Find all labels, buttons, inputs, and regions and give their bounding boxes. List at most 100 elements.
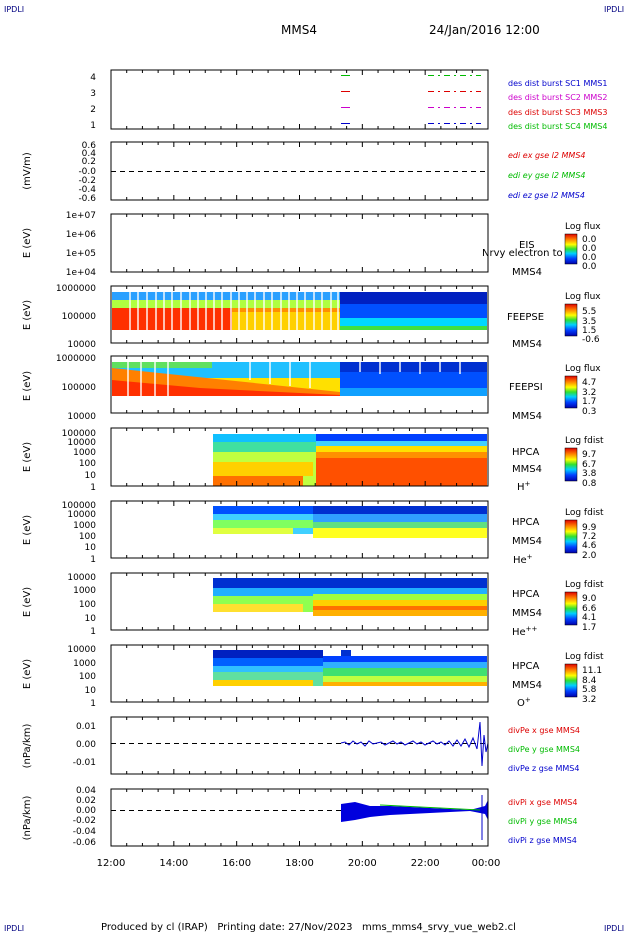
- edi-ytick: -0.6: [78, 194, 96, 204]
- colorbar-hpca-hepp-tick: 9.0: [582, 594, 597, 604]
- hpca-he-instrument-label: HPCA: [512, 517, 540, 528]
- feepse-spectrogram: [112, 292, 487, 330]
- feepsi-ylabel: E (eV): [22, 371, 33, 401]
- colorbar-feepsi-tick: 0.3: [582, 407, 596, 417]
- edi-legend-ez: edi ez gse l2 MMS4: [508, 191, 585, 200]
- divpi-legend-y: divPi y gse MMS4: [508, 817, 577, 826]
- divpi-ytick: -0.06: [73, 838, 97, 848]
- panel-eis: E (eV) 1e+07 1e+06 1e+05 1e+04 EIS MMS4 …: [22, 211, 563, 278]
- feepsi-ytick: 100000: [62, 383, 97, 393]
- divpe-trace: [340, 721, 489, 767]
- eis-ytick: 1e+04: [66, 268, 97, 278]
- colorbar-hpca-he-tick: 2.0: [582, 551, 597, 561]
- colorbar-eis-scale: [564, 233, 578, 265]
- burst-legend-mms3: des dist burst SC3 MMS3: [508, 108, 607, 117]
- colorbar-feepsi-tick: 3.2: [582, 388, 596, 398]
- edi-ytick: 0.4: [82, 149, 97, 159]
- edi-ytick: -0.2: [78, 176, 96, 186]
- hpca-hepp-ytick: 100: [79, 600, 96, 610]
- panel-hpca-he: E (eV) 100000 10000 1000 100 10 1 HPCA M…: [22, 500, 542, 566]
- divpe-axes-frame: [110, 716, 489, 775]
- corner-label-bottom-right: IPDLI: [604, 924, 624, 933]
- x-tick-label: 14:00: [159, 858, 188, 869]
- corner-label-bottom-left: IPDLI: [4, 924, 24, 933]
- edi-ytick: -0.4: [78, 185, 96, 195]
- feepsi-ytick: 1000000: [56, 354, 96, 364]
- feepse-ytick: 100000: [62, 312, 97, 322]
- edi-legend-ey: edi ey gse l2 MMS4: [508, 171, 586, 180]
- colorbar-eis-tick: 0.0: [582, 235, 597, 245]
- eis-instrument-label: EIS: [519, 240, 535, 251]
- divpi-legend-z: divPi z gse MMS4: [508, 836, 577, 845]
- corner-label-top-left: IPDLI: [4, 5, 24, 14]
- colorbar-hpca-h-title: Log fdist: [565, 436, 604, 446]
- panel-feepse: E (eV) 1000000 100000 10000 FEEPSE MMS4: [22, 284, 544, 350]
- feepse-ytick: 1000000: [56, 284, 96, 294]
- hpca-h-species-label: H+: [517, 480, 531, 493]
- colorbar-hpca-hepp-tick: 6.6: [582, 604, 597, 614]
- panel-divpi: (nPa/km) 0.04 0.02 0.00 -0.02 -0.04 -0.0…: [22, 786, 577, 848]
- colorbar-feepse-tick: 1.5: [582, 326, 596, 336]
- hpca-h-spectrogram: [213, 434, 487, 486]
- colorbar-feepse-tick: 3.5: [582, 317, 596, 327]
- hpca-o-ytick: 1: [90, 699, 96, 709]
- colorbar-hpca-o: Log fdist 11.1 8.4 5.8 3.2: [564, 652, 604, 705]
- colorbar-hpca-he-tick: 4.6: [582, 541, 597, 551]
- divpi-legend-x: divPi x gse MMS4: [508, 798, 577, 807]
- eis-spacecraft-label: MMS4: [512, 267, 542, 278]
- hpca-h-ylabel: E (eV): [22, 442, 33, 472]
- x-tick-label: 12:00: [97, 858, 126, 869]
- burst-legend-mms1: des dist burst SC1 MMS1: [508, 79, 607, 88]
- eis-ytick: 1e+07: [66, 211, 96, 221]
- divpi-ytick: -0.02: [73, 816, 96, 826]
- colorbar-hpca-h-tick: 6.7: [582, 460, 596, 470]
- panel-burst: 4 3 2 1 des dist burst SC1 MMS1 des dist…: [90, 69, 607, 131]
- eis-ytick: 1e+05: [66, 249, 96, 259]
- divpe-ytick: -0.01: [73, 758, 96, 768]
- x-tick-label: 18:00: [285, 858, 314, 869]
- hpca-o-ytick: 10000: [67, 645, 96, 655]
- panel-edi: (mV/m) 0.6 0.4 0.2 -0.0 -0.2 -0.4 -0.6 e…: [22, 141, 586, 204]
- hpca-hepp-ytick: 1000: [73, 586, 96, 596]
- eis-ytick: 1e+06: [66, 230, 97, 240]
- colorbar-hpca-h-tick: 9.7: [582, 450, 596, 460]
- hpca-h-instrument-label: HPCA: [512, 447, 540, 458]
- burst-data-area: [341, 75, 481, 124]
- hpca-he-ytick: 100: [79, 532, 96, 542]
- colorbar-hpca-hepp-tick: 1.7: [582, 623, 596, 633]
- hpca-hepp-species-label: He++: [512, 625, 538, 638]
- panel-hpca-hepp: E (eV) 10000 1000 100 10 1 HPCA MMS4 He+…: [22, 572, 542, 638]
- hpca-o-instrument-label: HPCA: [512, 661, 540, 672]
- feepsi-spectrogram: [112, 362, 487, 396]
- divpe-legend-z: divPe z gse MMS4: [508, 764, 579, 773]
- burst-ytick: 4: [90, 73, 96, 83]
- x-tick-label: 16:00: [222, 858, 251, 869]
- colorbar-hpca-o-tick: 3.2: [582, 695, 596, 705]
- x-tick-label: 20:00: [348, 858, 377, 869]
- divpi-envelope: [341, 800, 488, 822]
- colorbar-feepse-scale: [564, 303, 578, 337]
- hpca-he-spacecraft-label: MMS4: [512, 536, 542, 547]
- edi-ylabel: (mV/m): [22, 152, 33, 190]
- divpi-ytick: -0.04: [73, 827, 97, 837]
- header-datetime: 24/Jan/2016 12:00: [429, 23, 540, 37]
- divpe-ytick: 0.01: [76, 722, 96, 732]
- x-axis: 12:00 14:00 16:00 18:00 20:00 22:00 00:0…: [97, 858, 501, 869]
- colorbar-hpca-o-tick: 11.1: [582, 666, 602, 676]
- colorbar-feepse: Log flux 5.5 3.5 1.5 -0.6: [564, 292, 601, 345]
- divpi-ytick: 0.02: [76, 796, 96, 806]
- hpca-h-ytick: 100: [79, 459, 96, 469]
- divpe-legend-y: divPe y gse MMS4: [508, 745, 580, 754]
- colorbar-hpca-he-tick: 7.2: [582, 532, 596, 542]
- x-tick-label: 22:00: [411, 858, 440, 869]
- colorbar-hpca-o-scale: [564, 663, 578, 698]
- feepse-instrument-label: FEEPSE: [507, 312, 544, 323]
- colorbar-hpca-h: Log fdist 9.7 6.7 3.8 0.8: [564, 436, 604, 489]
- divpi-green-trace: [379, 804, 481, 811]
- colorbar-hpca-he: Log fdist 9.9 7.2 4.6 2.0: [564, 508, 604, 561]
- hpca-o-ylabel: E (eV): [22, 659, 33, 689]
- eis-overlay-text: Nrvy electron to: [482, 248, 563, 259]
- hpca-hepp-instrument-label: HPCA: [512, 589, 540, 600]
- divpi-ylabel: (nPa/km): [22, 796, 33, 841]
- hpca-hepp-ylabel: E (eV): [22, 587, 33, 617]
